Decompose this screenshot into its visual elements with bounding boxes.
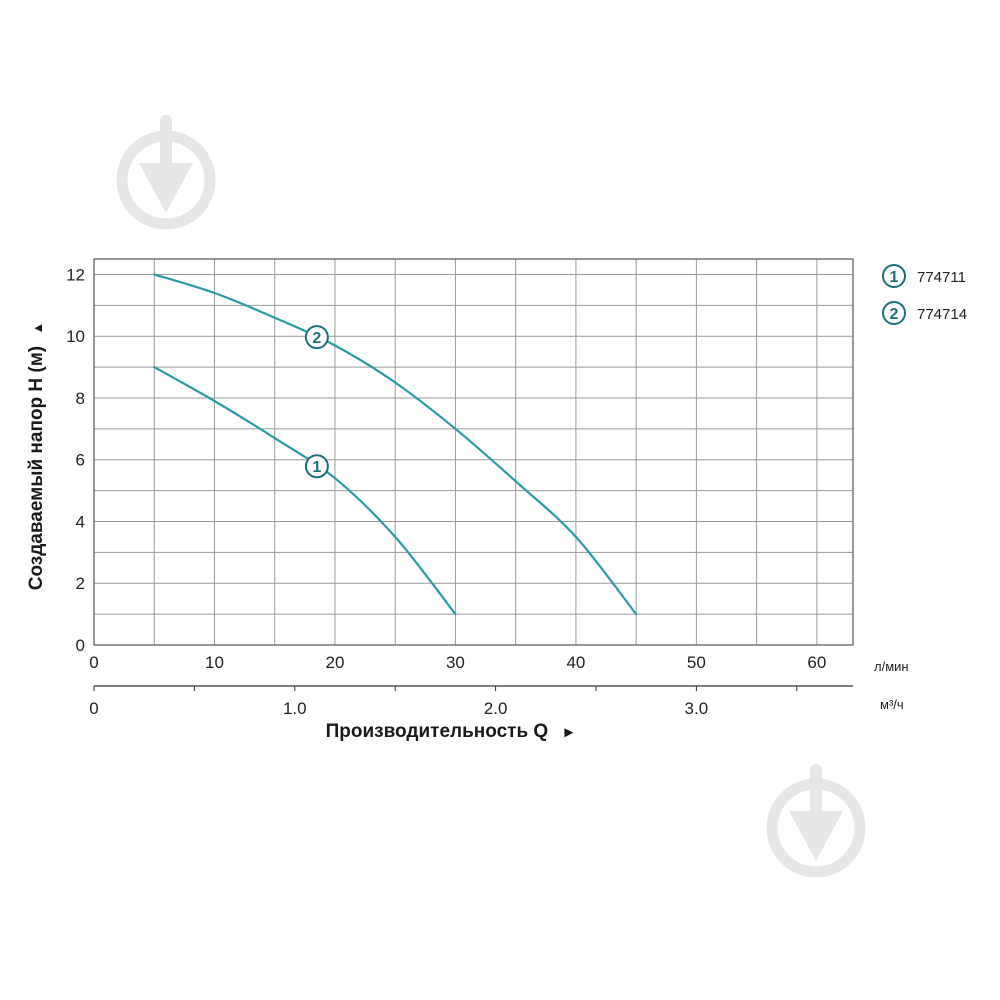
legend-label: 774714 [917, 306, 967, 323]
grid [94, 259, 853, 645]
x-tick-label: 40 [566, 653, 585, 672]
svg-text:Создаваемый напор H (м): Создаваемый напор H (м) ▲ [26, 322, 47, 591]
y-axis-title: Создаваемый напор H (м) ▲ [26, 322, 47, 591]
watermark-logo-bottom [766, 764, 866, 878]
legend-marker-label: 1 [890, 269, 899, 286]
y-tick-label: 8 [76, 389, 85, 408]
x2-unit-label: м³/ч [880, 697, 904, 712]
y-tick-label: 6 [76, 451, 85, 470]
y-axis-ticks: 0 2 4 6 8 10 12 [66, 265, 85, 655]
series-marker-circle [304, 325, 329, 350]
y-tick-label: 12 [66, 265, 85, 284]
x-tick-label: 30 [446, 653, 465, 672]
series-marker-label: 2 [312, 330, 321, 347]
series-marker-1: 1 [304, 454, 329, 479]
secondary-x-axis: 0 1.0 2.0 3.0 [89, 685, 853, 718]
watermark-logo-top [116, 115, 216, 230]
x2-tick-label: 0 [89, 699, 98, 718]
series-marker-circle [304, 454, 329, 479]
plot-frame [93, 258, 854, 646]
series-marker-label: 1 [312, 459, 321, 476]
series-line-2 [153, 273, 638, 616]
x-axis-title-text: Производительность Q [326, 721, 549, 742]
x2-tick-label: 3.0 [685, 699, 709, 718]
series-marker-2: 2 [304, 325, 329, 350]
legend-item-2: 2 774714 [882, 301, 967, 325]
x-tick-label: 60 [807, 653, 826, 672]
legend-label: 774711 [917, 269, 966, 286]
y-tick-label: 4 [76, 512, 85, 531]
x-axis-ticks: 0 10 20 30 40 50 60 [89, 653, 826, 672]
x-axis-arrow: ► [562, 724, 577, 741]
x2-tick-label: 1.0 [283, 699, 307, 718]
x-axis-title: Производительность Q ► [326, 721, 577, 742]
x2-tick-label: 2.0 [484, 699, 508, 718]
legend: 1 774711 2 774714 [882, 264, 967, 325]
series-layer: 12 [153, 273, 638, 616]
legend-marker-circle [882, 264, 906, 288]
x-tick-label: 20 [325, 653, 344, 672]
y-tick-label: 2 [76, 574, 85, 593]
x-tick-label: 0 [89, 653, 98, 672]
y-tick-label: 10 [66, 327, 85, 346]
y-axis-arrow: ▲ [30, 322, 45, 335]
plot-border [93, 258, 854, 646]
legend-marker-label: 2 [890, 306, 899, 323]
y-axis-title-text: Создаваемый напор H (м) [26, 346, 47, 590]
x-tick-label: 10 [205, 653, 224, 672]
legend-item-1: 1 774711 [882, 264, 966, 288]
x-tick-label: 50 [687, 653, 706, 672]
x-unit-label: л/мин [874, 659, 909, 674]
y-tick-label: 0 [76, 636, 85, 655]
legend-marker-circle [882, 301, 906, 325]
watermark-logos [116, 115, 866, 878]
